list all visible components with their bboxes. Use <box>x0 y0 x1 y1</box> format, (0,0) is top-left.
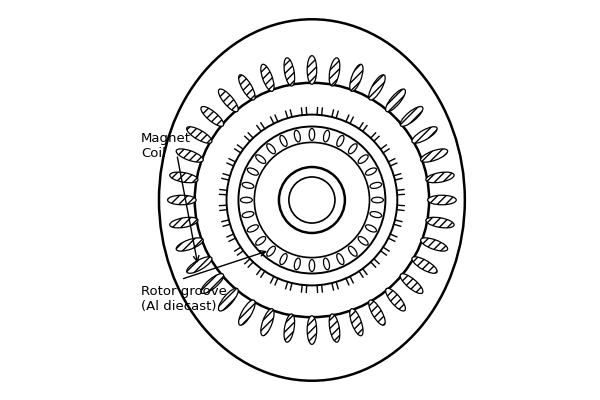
Circle shape <box>238 126 385 274</box>
Ellipse shape <box>428 195 456 205</box>
Circle shape <box>254 142 370 258</box>
Ellipse shape <box>187 257 212 273</box>
Ellipse shape <box>280 136 287 146</box>
Ellipse shape <box>337 254 344 264</box>
Ellipse shape <box>247 225 259 232</box>
Circle shape <box>289 177 335 223</box>
Ellipse shape <box>239 75 255 100</box>
Circle shape <box>195 83 429 317</box>
Ellipse shape <box>267 144 275 154</box>
Ellipse shape <box>239 300 255 325</box>
Ellipse shape <box>368 75 385 100</box>
Ellipse shape <box>187 127 212 143</box>
Ellipse shape <box>368 300 385 325</box>
Ellipse shape <box>261 64 274 91</box>
Ellipse shape <box>349 144 357 154</box>
Ellipse shape <box>218 89 238 112</box>
Ellipse shape <box>365 225 376 232</box>
Ellipse shape <box>365 168 376 175</box>
Ellipse shape <box>400 274 423 294</box>
Text: Rotor groove
(Al diecast): Rotor groove (Al diecast) <box>141 285 227 313</box>
Ellipse shape <box>295 258 301 270</box>
Ellipse shape <box>400 106 423 126</box>
Ellipse shape <box>307 56 317 84</box>
Ellipse shape <box>358 155 368 164</box>
Ellipse shape <box>426 217 454 228</box>
Ellipse shape <box>170 172 198 183</box>
Ellipse shape <box>309 128 314 140</box>
Ellipse shape <box>412 127 437 143</box>
Ellipse shape <box>358 236 368 245</box>
Ellipse shape <box>201 106 224 126</box>
Text: Magnet
Coil: Magnet Coil <box>141 132 191 160</box>
Ellipse shape <box>370 212 382 218</box>
Ellipse shape <box>350 64 363 91</box>
Ellipse shape <box>337 136 344 146</box>
Ellipse shape <box>256 236 266 245</box>
Ellipse shape <box>323 258 329 270</box>
Ellipse shape <box>242 212 254 218</box>
Ellipse shape <box>159 19 465 381</box>
Circle shape <box>279 167 345 233</box>
Ellipse shape <box>241 197 253 203</box>
Ellipse shape <box>201 274 224 294</box>
Ellipse shape <box>295 130 301 142</box>
Ellipse shape <box>267 246 275 256</box>
Ellipse shape <box>307 316 317 344</box>
Ellipse shape <box>426 172 454 183</box>
Ellipse shape <box>421 149 448 162</box>
Ellipse shape <box>323 130 329 142</box>
Ellipse shape <box>329 58 340 86</box>
Ellipse shape <box>371 197 383 203</box>
Ellipse shape <box>280 254 287 264</box>
Ellipse shape <box>349 246 357 256</box>
Ellipse shape <box>284 314 295 342</box>
Ellipse shape <box>350 309 363 336</box>
Ellipse shape <box>421 238 448 251</box>
Ellipse shape <box>370 182 382 188</box>
Ellipse shape <box>256 155 266 164</box>
Ellipse shape <box>284 58 295 86</box>
Ellipse shape <box>218 288 238 311</box>
Ellipse shape <box>309 260 314 272</box>
Ellipse shape <box>412 257 437 273</box>
Ellipse shape <box>242 182 254 188</box>
Circle shape <box>227 114 397 286</box>
Ellipse shape <box>176 238 203 251</box>
Ellipse shape <box>329 314 340 342</box>
Ellipse shape <box>247 168 259 175</box>
Ellipse shape <box>170 217 198 228</box>
Ellipse shape <box>386 288 406 311</box>
Ellipse shape <box>167 195 196 205</box>
Ellipse shape <box>386 89 406 112</box>
Ellipse shape <box>176 149 203 162</box>
Ellipse shape <box>261 309 274 336</box>
